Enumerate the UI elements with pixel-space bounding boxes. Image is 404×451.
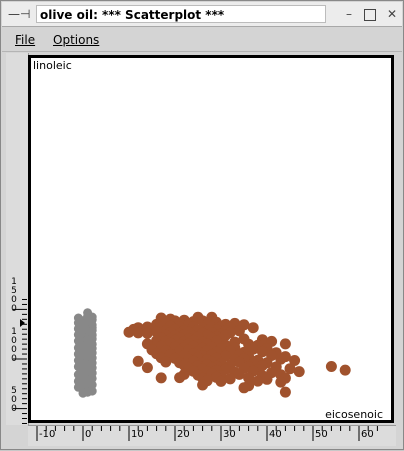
x-tick-label: 40	[269, 429, 282, 440]
scatter-point	[174, 372, 186, 384]
window-title: olive oil: *** Scatterplot ***	[36, 5, 326, 23]
minimize-button[interactable]: –	[346, 7, 352, 21]
scatter-point	[155, 372, 167, 384]
scatter-point	[123, 326, 135, 338]
scatter-point	[141, 362, 153, 374]
scatter-point	[215, 375, 227, 387]
close-button[interactable]: ✕	[386, 7, 398, 21]
scatter-point	[247, 322, 259, 334]
scatter-point	[233, 325, 245, 337]
x-tick-label: 20	[177, 429, 190, 440]
menu-file[interactable]: File	[15, 33, 36, 47]
scatter-point	[233, 368, 245, 380]
x-axis-label: eicosenoic	[325, 408, 383, 421]
scatter-point	[238, 382, 250, 394]
scatter-point	[256, 346, 268, 358]
menu-bar: File Options	[2, 29, 402, 52]
x-tick-label: 50	[315, 429, 328, 440]
scatter-point	[284, 363, 296, 375]
x-tick-label: 10	[131, 429, 144, 440]
scatter-point	[279, 338, 291, 350]
scatter-point	[197, 379, 209, 391]
maximize-button[interactable]	[364, 9, 376, 21]
scatter-point	[78, 388, 88, 398]
x-tick-label: 60	[361, 429, 374, 440]
scatter-point	[224, 373, 236, 385]
pin-icon[interactable]: ⊣	[20, 7, 31, 21]
scatter-point	[325, 361, 337, 372]
scatter-point	[243, 372, 255, 384]
scatter-point	[279, 386, 291, 398]
scatter-point	[275, 376, 287, 388]
scatter-point	[132, 327, 144, 339]
y-axis-label: linoleic	[33, 59, 72, 72]
y-ruler-marker[interactable]	[20, 319, 25, 327]
x-tick-label: 0	[85, 429, 92, 440]
scatter-point	[141, 327, 153, 339]
scatter-point	[293, 366, 305, 378]
menu-options[interactable]: Options	[53, 33, 100, 47]
title-bar: — ⊣ olive oil: *** Scatterplot *** – ✕	[2, 2, 402, 27]
scatter-point	[132, 355, 144, 367]
x-tick-label: -10	[39, 429, 56, 440]
x-tick-label: 30	[223, 429, 236, 440]
scatter-point	[160, 356, 172, 368]
scatter-point	[339, 364, 351, 376]
window-menu-icon[interactable]: —	[8, 7, 20, 21]
scatter-point	[261, 373, 273, 385]
scatter-point	[252, 375, 264, 387]
scatter-point	[289, 355, 301, 366]
